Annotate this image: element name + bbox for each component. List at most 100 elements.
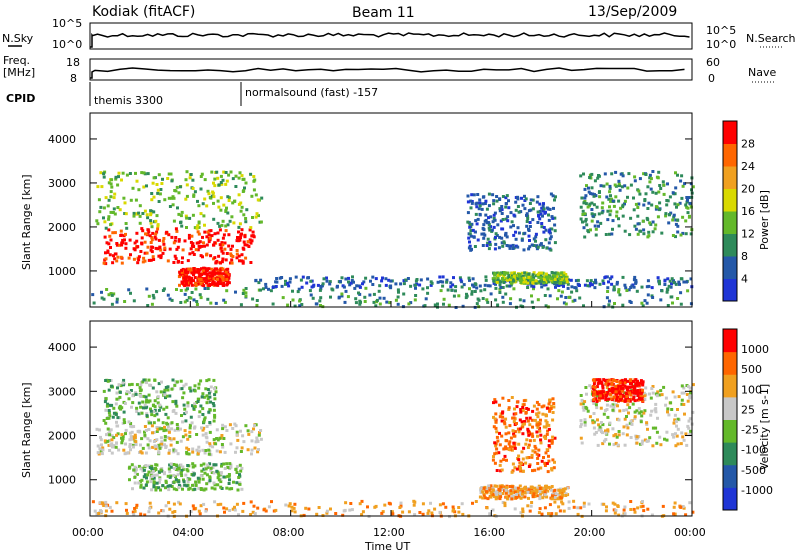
scatter-cell xyxy=(219,261,222,265)
scatter-cell xyxy=(485,490,488,494)
scatter-cell xyxy=(514,496,518,499)
scatter-cell xyxy=(138,214,142,218)
scatter-cell xyxy=(642,232,646,236)
scatter-cell xyxy=(530,300,534,304)
scatter-cell xyxy=(579,174,583,178)
scatter-cell xyxy=(427,509,431,513)
scatter-cell xyxy=(225,179,229,183)
scatter-cell xyxy=(570,290,574,294)
scatter-cell xyxy=(226,271,230,275)
scatter-cell xyxy=(157,486,161,490)
scatter-cell xyxy=(451,509,455,513)
scatter-cell xyxy=(249,241,253,245)
scatter-cell xyxy=(691,410,695,414)
scatter-cell xyxy=(184,410,188,414)
scatter-cell xyxy=(565,280,569,284)
scatter-cell xyxy=(148,383,152,387)
scatter-cell xyxy=(202,426,206,430)
scatter-cell xyxy=(550,512,554,516)
scatter-cell xyxy=(673,192,677,196)
scatter-cell xyxy=(609,404,613,408)
scatter-cell xyxy=(175,288,178,291)
scatter-cell xyxy=(500,212,504,215)
scatter-cell xyxy=(608,277,612,281)
scatter-cell xyxy=(528,245,532,249)
scatter-cell xyxy=(627,411,630,415)
scatter-cell xyxy=(642,228,646,232)
scatter-cell xyxy=(241,509,245,513)
scatter-cell xyxy=(527,443,531,447)
scatter-cell xyxy=(544,238,548,242)
scatter-cell xyxy=(196,224,200,228)
scatter-cell xyxy=(606,428,610,432)
scatter-cell xyxy=(255,299,259,302)
scatter-cell xyxy=(492,490,496,494)
scatter-cell xyxy=(113,257,117,261)
scatter-cell xyxy=(407,302,411,306)
scatter-cell xyxy=(612,285,616,289)
scatter-cell xyxy=(157,408,161,412)
y-tick-label: 4000 xyxy=(48,133,76,146)
scatter-cell xyxy=(371,283,375,286)
scatter-cell xyxy=(184,419,188,423)
scatter-cell xyxy=(550,404,554,408)
scatter-cell xyxy=(521,495,525,499)
scatter-cell xyxy=(185,183,189,187)
scatter-cell xyxy=(140,236,144,240)
scatter-cell xyxy=(490,228,494,232)
scatter-cell xyxy=(207,452,211,456)
scatter-cell xyxy=(647,230,651,234)
scatter-cell xyxy=(137,258,141,262)
scatter-cell xyxy=(219,472,223,476)
scatter-cell xyxy=(132,425,136,428)
scatter-cell xyxy=(525,407,529,410)
scatter-cell xyxy=(184,276,188,280)
scatter-cell xyxy=(102,389,106,393)
scatter-cell xyxy=(617,391,621,395)
scatter-cell xyxy=(679,291,683,295)
scatter-cell xyxy=(142,378,146,382)
scatter-cell xyxy=(689,432,693,436)
scatter-cell xyxy=(144,451,148,455)
scatter-cell xyxy=(300,285,304,289)
scatter-cell xyxy=(590,219,594,223)
scatter-cell xyxy=(120,243,124,247)
scatter-cell xyxy=(598,391,602,395)
scatter-cell xyxy=(533,490,537,494)
scatter-cell xyxy=(531,278,535,282)
scatter-cell xyxy=(187,283,191,287)
scatter-cell xyxy=(396,288,400,292)
scatter-cell xyxy=(510,470,514,474)
scatter-cell xyxy=(564,492,568,496)
scatter-cell xyxy=(507,494,511,498)
scatter-cell xyxy=(191,447,195,451)
scatter-cell xyxy=(521,408,525,412)
scatter-cell xyxy=(104,257,108,261)
scatter-cell xyxy=(551,435,555,439)
colorbar-tick-label: 100 xyxy=(741,383,762,396)
scatter-cell xyxy=(157,480,161,484)
scatter-cell xyxy=(665,203,669,207)
scatter-cell xyxy=(601,201,605,205)
scatter-cell xyxy=(618,188,622,192)
scatter-cell xyxy=(191,187,195,190)
scatter-cell xyxy=(450,288,454,292)
scatter-cell xyxy=(639,391,643,395)
scatter-cell xyxy=(617,418,621,422)
scatter-cell xyxy=(483,283,487,287)
scatter-cell xyxy=(662,385,666,389)
scatter-cell xyxy=(514,412,518,416)
scatter-cell xyxy=(213,232,217,236)
scatter-cell xyxy=(441,280,445,284)
scatter-cell xyxy=(536,494,540,498)
scatter-cell xyxy=(178,275,181,279)
scatter-cell xyxy=(399,282,403,286)
scatter-cell xyxy=(635,435,639,439)
scatter-cell xyxy=(281,296,285,300)
scatter-cell xyxy=(509,281,513,285)
scatter-cell xyxy=(592,203,596,207)
scatter-cell xyxy=(102,216,105,220)
scatter-cell xyxy=(588,284,592,288)
scatter-cell xyxy=(646,293,650,297)
scatter-cell xyxy=(114,175,118,179)
